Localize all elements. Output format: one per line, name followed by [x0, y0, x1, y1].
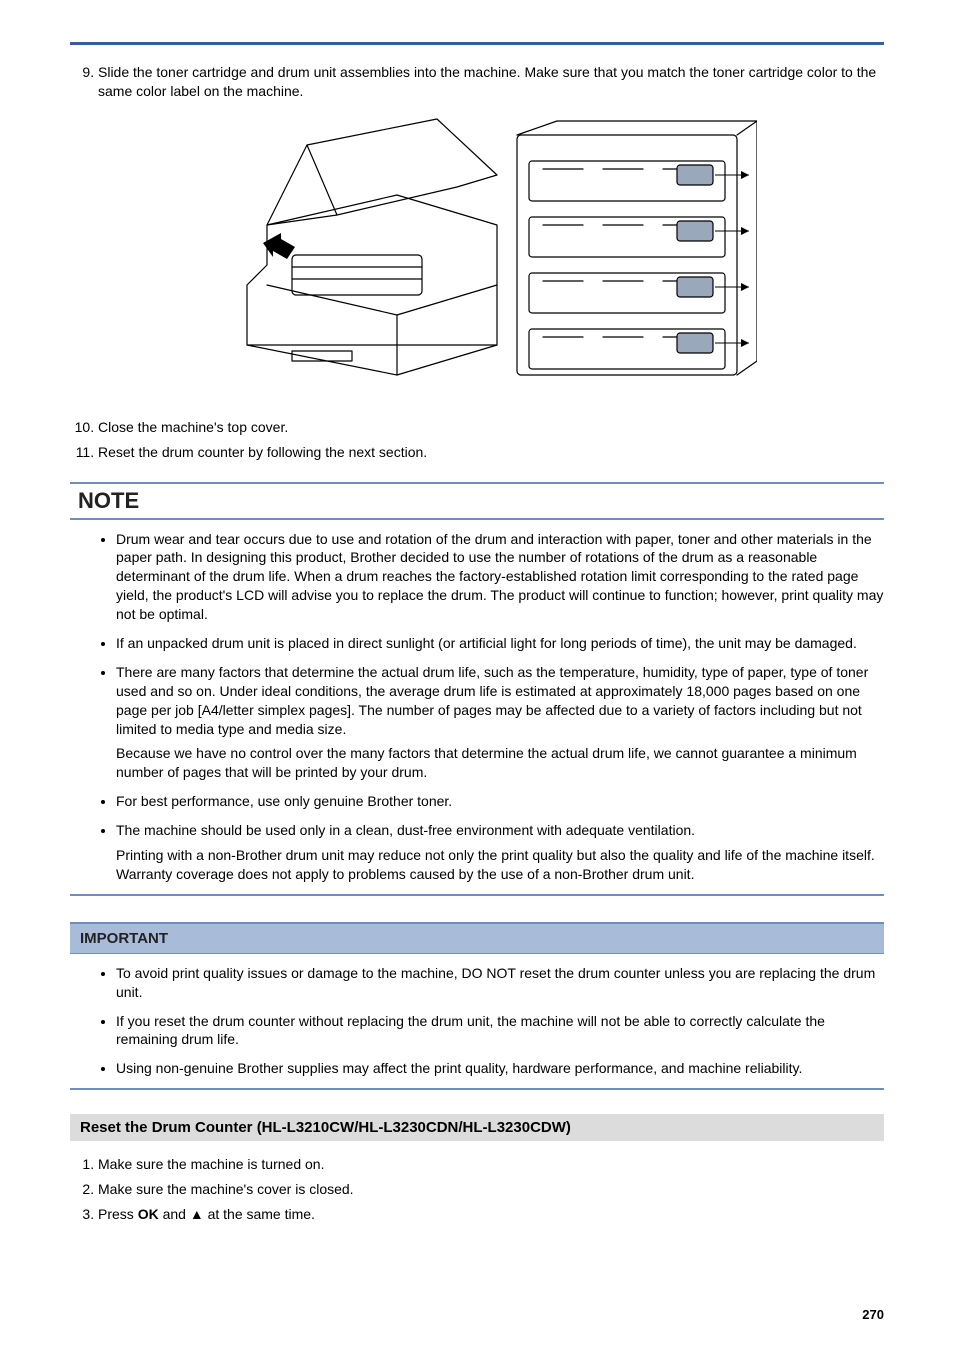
note-item: For best performance, use only genuine B… — [116, 792, 884, 811]
top-rule — [70, 42, 884, 45]
page-number: 270 — [862, 1307, 884, 1322]
important-item: To avoid print quality issues or damage … — [116, 964, 884, 1002]
important-item: Using non-genuine Brother supplies may a… — [116, 1059, 884, 1078]
reset-section-title: Reset the Drum Counter (HL-L3210CW/HL-L3… — [70, 1114, 884, 1141]
note-box: NOTE Drum wear and tear occurs due to us… — [70, 482, 884, 896]
step-list-top-2: Close the machine's top cover. Reset the … — [70, 418, 884, 462]
step-item: Close the machine's top cover. — [98, 418, 884, 437]
reset-step-list: Make sure the machine is turned on. Make … — [70, 1155, 884, 1224]
reset-step-item: Press OK and ▲ at the same time. — [98, 1205, 884, 1224]
step-list-top: Slide the toner cartridge and drum unit … — [70, 63, 884, 101]
note-end-rule — [70, 894, 884, 896]
note-list: Drum wear and tear occurs due to use and… — [70, 530, 884, 884]
note-title: NOTE — [70, 482, 884, 520]
note-item: There are many factors that determine th… — [116, 663, 884, 782]
important-box: IMPORTANT To avoid print quality issues … — [70, 922, 884, 1090]
note-item: Drum wear and tear occurs due to use and… — [116, 530, 884, 624]
note-item: If an unpacked drum unit is placed in di… — [116, 634, 884, 653]
step-item: Slide the toner cartridge and drum unit … — [98, 63, 884, 101]
step-item: Reset the drum counter by following the … — [98, 443, 884, 462]
important-item: If you reset the drum counter without re… — [116, 1012, 884, 1050]
note-item: The machine should be used only in a cle… — [116, 821, 884, 884]
reset-step-item: Make sure the machine's cover is closed. — [98, 1180, 884, 1199]
important-list: To avoid print quality issues or damage … — [70, 964, 884, 1078]
figure-toner-drum: BKCMY — [70, 115, 884, 398]
reset-step-item: Make sure the machine is turned on. — [98, 1155, 884, 1174]
important-title: IMPORTANT — [70, 924, 884, 954]
